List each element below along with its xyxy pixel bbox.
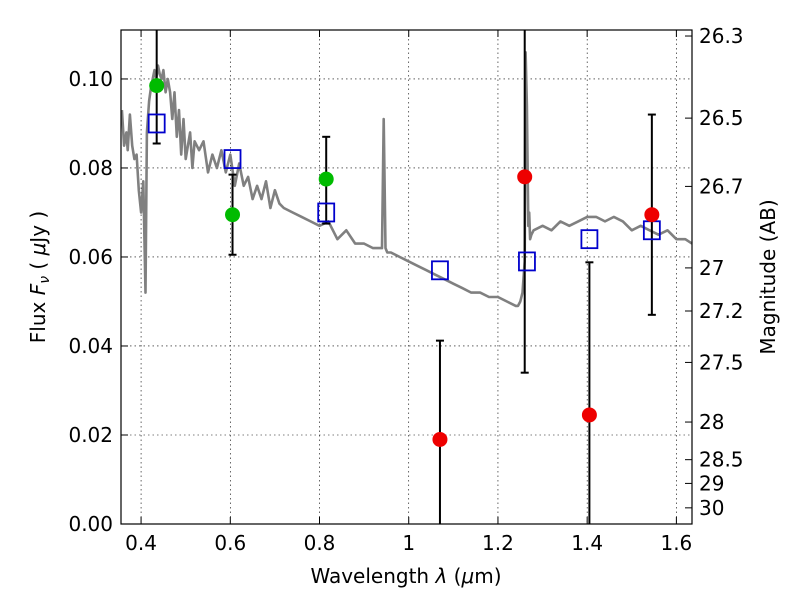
y-tick-label: 0.02 — [68, 423, 113, 447]
y2-tick-label: 28 — [699, 410, 724, 434]
non-detection-point — [581, 407, 597, 423]
model-photometry-square — [580, 229, 599, 250]
detection-point — [225, 207, 241, 223]
y2-tick-label: 26.3 — [699, 24, 744, 48]
x-tick-label: 0.8 — [304, 531, 336, 555]
non-detection-point — [644, 207, 660, 223]
model-sed-line — [120, 50, 693, 308]
detection-point — [149, 78, 165, 94]
model-sed-polyline — [120, 50, 693, 308]
x-tick-label: 1.4 — [571, 531, 603, 555]
y2-tick-label: 30 — [699, 496, 724, 520]
non-detection-point — [517, 169, 533, 185]
x-tick-label: 1.2 — [482, 531, 514, 555]
x-axis-label: Wavelength λ (μm) — [310, 564, 501, 588]
y2-tick-label: 27.2 — [699, 299, 744, 323]
y-tick-label: 0.04 — [68, 334, 113, 358]
model-photometry-square — [317, 202, 336, 223]
model-photometry-square — [223, 149, 242, 169]
model-photometry-square — [431, 260, 449, 281]
y-axis-ticks: 0.00 0.02 0.04 0.06 0.08 0.10 — [68, 67, 128, 536]
model-photometry-square — [518, 251, 536, 272]
y2-tick-label: 26.5 — [699, 106, 744, 130]
model-photometry-square — [147, 113, 166, 134]
x-axis-ticks: 0.4 0.6 0.8 1 1.2 1.4 1.6 — [125, 30, 692, 555]
y2-tick-label: 26.7 — [699, 174, 744, 198]
x-tick-label: 1.6 — [660, 531, 692, 555]
y2-tick-label: 27.5 — [699, 350, 744, 374]
plot-background — [121, 30, 692, 524]
detection-point — [318, 171, 334, 187]
x-tick-label: 0.6 — [214, 531, 246, 555]
non-detection-point — [432, 431, 448, 447]
y2-axis-label: Magnitude (AB) — [756, 199, 780, 354]
y-tick-label: 0.08 — [68, 156, 113, 180]
model-photometry-squares — [147, 113, 661, 281]
x-tick-label: 1 — [402, 531, 415, 555]
y-tick-label: 0.10 — [68, 67, 113, 91]
y-tick-label: 0.06 — [68, 245, 113, 269]
x-tick-label: 0.4 — [125, 531, 157, 555]
y-tick-label: 0.00 — [68, 512, 113, 536]
observed-photometry-circles — [149, 78, 660, 447]
y2-tick-label: 29 — [699, 471, 724, 495]
y2-tick-label: 28.5 — [699, 448, 744, 472]
y-axis-label: Flux Fν ( μJy ) — [26, 211, 53, 343]
plot-frame — [120, 29, 693, 525]
y2-tick-label: 27 — [699, 256, 724, 280]
